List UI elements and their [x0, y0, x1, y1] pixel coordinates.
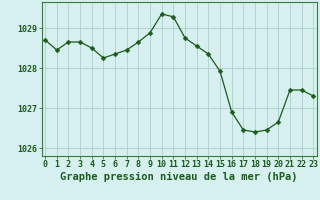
X-axis label: Graphe pression niveau de la mer (hPa): Graphe pression niveau de la mer (hPa) — [60, 172, 298, 182]
